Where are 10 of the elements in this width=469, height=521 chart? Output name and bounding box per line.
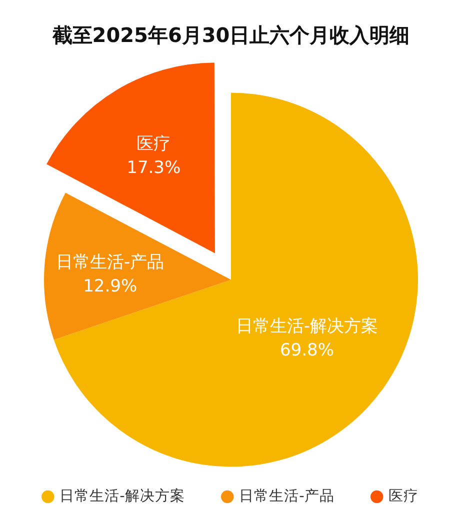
- legend-label: 日常生活-产品: [239, 488, 334, 505]
- slice-label: 医疗: [136, 134, 171, 154]
- slice-label: 日常生活-解决方案: [236, 316, 378, 337]
- legend-label: 日常生活-解决方案: [60, 488, 185, 505]
- data-label: 17.3%: [126, 158, 181, 178]
- slice-label: 日常生活-产品: [56, 252, 164, 273]
- chart-title: 截至2025年6月30日止六个月收入明细: [51, 23, 410, 48]
- data-label: 12.9%: [83, 276, 138, 297]
- legend-label: 医疗: [388, 488, 419, 505]
- data-label: 69.8%: [280, 340, 334, 361]
